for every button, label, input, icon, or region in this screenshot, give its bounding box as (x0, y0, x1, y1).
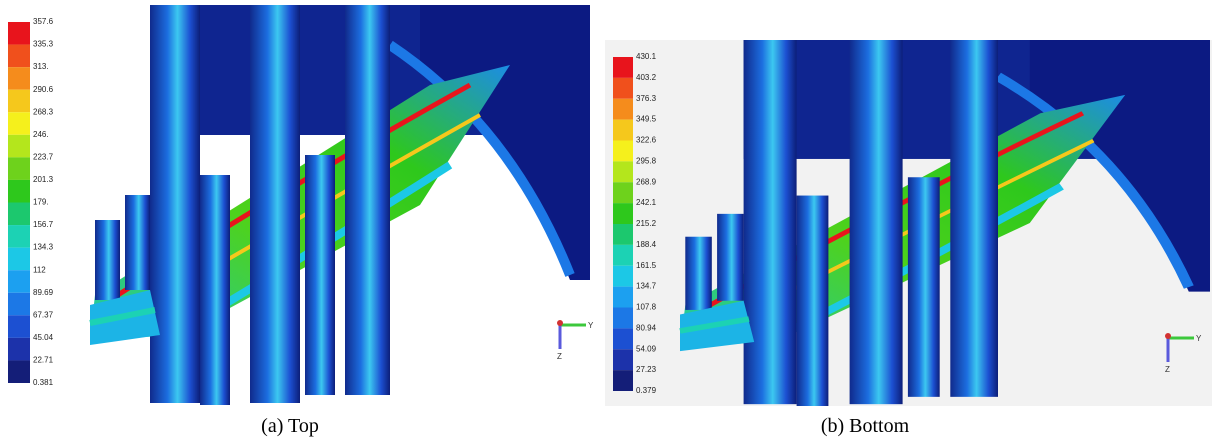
legend-label: 268.3 (33, 107, 54, 116)
legend-swatch (613, 141, 633, 162)
legend-label: 290.6 (33, 85, 54, 94)
legend-swatch (613, 328, 633, 349)
legend-label: 27.23 (636, 365, 657, 374)
legend-swatch (8, 22, 30, 45)
legend-swatch (8, 248, 30, 271)
render-top (90, 5, 590, 405)
legend-label: 242.1 (636, 198, 657, 207)
axis-label: Y (1196, 334, 1202, 343)
legend-swatch (613, 266, 633, 287)
legend-swatch (8, 157, 30, 180)
legend-label: 403.2 (636, 73, 657, 82)
legend-label: 376.3 (636, 94, 657, 103)
legend-swatch (8, 135, 30, 158)
legend-label: 112 (33, 265, 46, 274)
legend-label: 201.3 (33, 175, 54, 184)
legend-swatch (613, 245, 633, 266)
legend-swatch (8, 112, 30, 135)
legend-label: 295.8 (636, 156, 657, 165)
legend-swatch (613, 287, 633, 308)
legend-swatch (8, 293, 30, 316)
legend-swatch (8, 338, 30, 361)
legend-label: 156.7 (33, 220, 54, 229)
legend-swatch (8, 67, 30, 90)
legend-swatch (613, 308, 633, 329)
legend-swatch (8, 203, 30, 226)
legend-label: 215.2 (636, 219, 657, 228)
legend-swatch (613, 57, 633, 78)
legend-swatch (8, 45, 30, 68)
legend-swatch (613, 120, 633, 141)
legend-swatch (8, 180, 30, 203)
legend-label: 246. (33, 130, 49, 139)
legend-swatch (613, 78, 633, 99)
legend-label: 223.7 (33, 152, 54, 161)
legend-label: 89.69 (33, 288, 54, 297)
legend-swatch (613, 161, 633, 182)
legend-label: 322.6 (636, 136, 657, 145)
panel-render (90, 5, 590, 405)
legend-swatch (613, 349, 633, 370)
axis-origin (557, 320, 563, 326)
axis-label: Y (588, 321, 594, 330)
legend-label: 357.6 (33, 17, 54, 26)
caption: (a) Top (261, 415, 319, 437)
page: {"panels": [ {"caption": "(a) Top", "leg… (0, 0, 1212, 441)
figure: 357.6 335.3 313. 290.6 268.3 246. 223.7 201.3 17… (0, 0, 1212, 441)
legend-swatch (613, 370, 633, 391)
legend-label: 54.09 (636, 344, 657, 353)
legend-label: 268.9 (636, 177, 657, 186)
legend-label: 313. (33, 62, 49, 71)
legend-label: 188.4 (636, 240, 657, 249)
legend-label: 67.37 (33, 310, 54, 319)
legend-swatch (613, 203, 633, 224)
legend-label: 349.5 (636, 115, 657, 124)
legend-label: 161.5 (636, 261, 657, 270)
legend-label: 430.1 (636, 52, 657, 61)
legend-label: 22.71 (33, 356, 54, 365)
axis-label: Z (1165, 365, 1170, 374)
caption: (b) Bottom (821, 415, 910, 437)
legend-label: 45.04 (33, 333, 54, 342)
legend-swatch (8, 225, 30, 248)
legend-swatch (613, 224, 633, 245)
axis-origin (1165, 333, 1171, 339)
legend-label: 134.7 (636, 282, 657, 291)
axis-label: Z (557, 352, 562, 361)
legend-swatch (8, 315, 30, 338)
legend-label: 335.3 (33, 40, 54, 49)
legend-label: 80.94 (636, 323, 657, 332)
legend-label: 0.379 (636, 386, 657, 395)
legend-swatch (8, 360, 30, 383)
legend-swatch (8, 90, 30, 113)
legend-label: 134.3 (33, 243, 54, 252)
legend-swatch (613, 182, 633, 203)
legend-swatch (8, 270, 30, 293)
legend-label: 179. (33, 198, 49, 207)
legend-swatch (613, 99, 633, 120)
legend-label: 0.381 (33, 378, 54, 387)
legend-label: 107.8 (636, 303, 657, 312)
